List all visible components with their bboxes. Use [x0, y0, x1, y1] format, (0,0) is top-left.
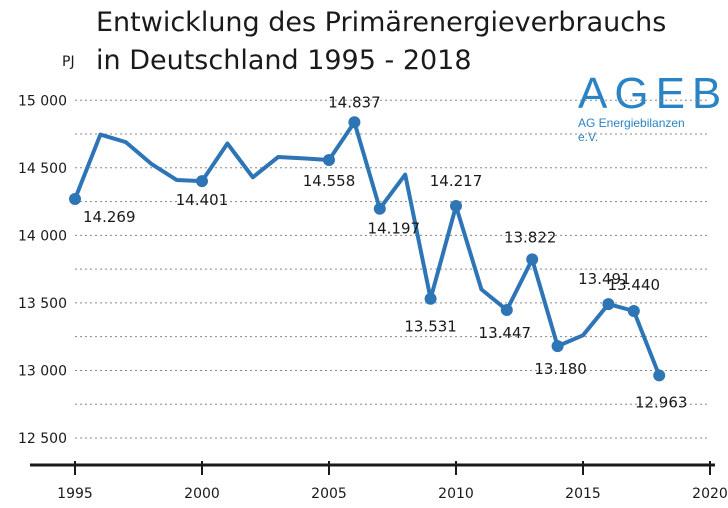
x-tick-label: 2020 [692, 486, 728, 502]
data-point [602, 298, 615, 311]
grid-lines [75, 99, 710, 439]
data-label: 13.447 [479, 324, 532, 342]
series-line-group [73, 120, 662, 378]
data-point [196, 175, 208, 188]
data-label: 14.269 [83, 208, 136, 226]
data-point [526, 253, 539, 266]
data-label: 14.558 [303, 172, 356, 190]
series-line [73, 120, 662, 378]
y-tick-label: 12 500 [18, 431, 67, 447]
data-point [450, 200, 462, 213]
data-point [323, 153, 335, 166]
data-point [551, 340, 564, 353]
x-tick-label: 1995 [57, 486, 93, 502]
chart-title-line-1: Entwicklung des Primärenergieverbrauchs [96, 7, 667, 38]
y-axis-tick-labels: 12 500 13 000 13 500 14 000 14 500 15 000 [18, 93, 67, 447]
y-axis-unit-label: PJ [62, 54, 75, 70]
data-label: 14.401 [176, 191, 229, 209]
data-label: 14.837 [328, 93, 381, 111]
data-label: 13.822 [504, 228, 557, 246]
data-label: 14.197 [368, 220, 421, 238]
data-label: 13.531 [404, 318, 457, 336]
y-tick-label: 14 500 [18, 161, 67, 177]
data-point [373, 202, 386, 215]
data-label: 13.180 [534, 360, 587, 378]
data-point [627, 305, 640, 317]
data-point [69, 193, 81, 206]
y-tick-label: 13 000 [18, 363, 67, 379]
data-point [424, 292, 437, 305]
chart-title: Entwicklung des Primärenergieverbrauchs … [96, 4, 666, 80]
data-point [348, 116, 361, 129]
x-tick-label: 2010 [438, 486, 474, 502]
x-tick-label: 2000 [184, 486, 220, 502]
data-label: 14.217 [430, 172, 483, 190]
y-tick-label: 15 000 [18, 93, 67, 109]
ageb-logo-wordmark: AGEB [578, 69, 728, 118]
data-point [653, 369, 666, 382]
data-label: 13.440 [608, 276, 661, 294]
data-points [69, 116, 666, 382]
y-tick-label: 14 000 [18, 228, 67, 244]
x-axis: 1995 2000 2005 2010 2015 2020 [30, 461, 728, 502]
ageb-logo-subtitle: AG Energiebilanzen e.V. [578, 116, 685, 144]
chart-title-line-2: in Deutschland 1995 - 2018 [96, 45, 472, 76]
data-labels: 14.269 14.401 14.558 14.837 14.197 13.531 14.2… [83, 93, 687, 411]
y-tick-label: 13 500 [18, 296, 67, 312]
data-point [500, 304, 513, 317]
x-tick-label: 2015 [565, 486, 601, 502]
x-tick-label: 2005 [311, 486, 347, 502]
data-label: 12.963 [635, 393, 688, 411]
data-label: 13.491 [578, 270, 631, 288]
ageb-logo: AGEB AG Energiebilanzen e.V. [578, 69, 728, 145]
